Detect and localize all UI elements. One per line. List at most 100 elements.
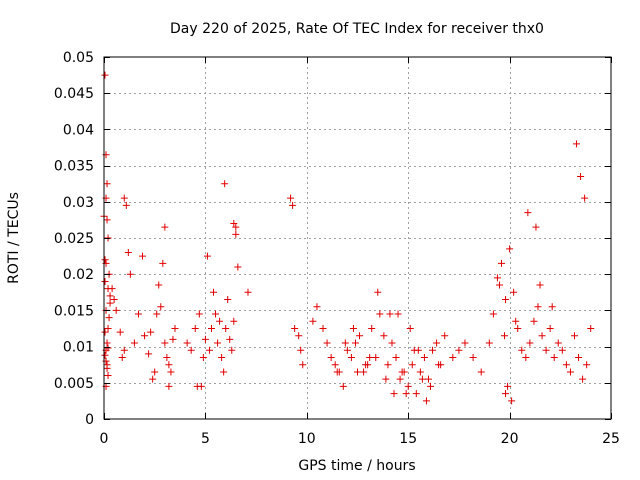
data-point xyxy=(558,346,566,354)
data-point xyxy=(210,288,218,296)
ticks xyxy=(104,57,612,420)
y-tick-label: 0.03 xyxy=(63,195,94,211)
data-point xyxy=(538,332,546,340)
data-point xyxy=(386,310,394,318)
x-axis-title: GPS time / hours xyxy=(298,458,415,474)
data-point xyxy=(502,296,510,304)
chart-title: Day 220 of 2025, Rate Of TEC Index for r… xyxy=(170,21,544,37)
data-point xyxy=(212,310,220,318)
data-point xyxy=(410,346,418,354)
data-point xyxy=(309,317,317,325)
data-point xyxy=(110,296,118,304)
data-point xyxy=(502,390,510,398)
data-point xyxy=(351,339,359,347)
data-point xyxy=(299,361,307,369)
data-point xyxy=(374,288,382,296)
data-point xyxy=(134,310,142,318)
data-point xyxy=(171,325,179,332)
y-tick-label: 0.025 xyxy=(54,231,94,247)
data-point xyxy=(124,248,132,256)
data-point xyxy=(512,317,520,325)
data-point xyxy=(222,325,230,332)
data-point xyxy=(366,353,374,361)
data-point xyxy=(493,274,501,282)
data-point xyxy=(214,339,222,347)
data-point xyxy=(106,299,114,307)
data-point xyxy=(191,325,199,332)
data-point xyxy=(420,353,428,361)
data-point xyxy=(165,361,173,369)
data-point xyxy=(418,375,426,383)
data-point xyxy=(101,256,109,264)
data-point xyxy=(546,325,554,332)
data-point xyxy=(536,281,544,289)
data-point xyxy=(526,339,534,347)
data-point xyxy=(145,350,153,358)
data-point xyxy=(530,317,538,325)
data-point xyxy=(228,346,236,354)
data-point xyxy=(163,353,171,361)
data-point xyxy=(396,375,404,383)
data-point xyxy=(323,339,331,347)
x-tick-label: 20 xyxy=(501,431,519,447)
data-point xyxy=(104,372,112,380)
data-point xyxy=(205,346,213,354)
data-point xyxy=(289,201,297,209)
data-point xyxy=(347,353,355,361)
x-tick-label: 5 xyxy=(201,431,210,447)
data-point xyxy=(331,361,339,369)
data-point xyxy=(343,346,351,354)
data-point xyxy=(108,285,116,293)
data-point xyxy=(577,172,585,180)
data-point xyxy=(153,310,161,318)
data-point xyxy=(112,306,120,314)
data-point xyxy=(449,353,457,361)
data-point xyxy=(218,353,226,361)
data-point xyxy=(566,368,574,376)
data-point xyxy=(542,346,550,354)
data-point xyxy=(424,375,432,383)
data-point xyxy=(201,335,209,343)
data-point xyxy=(404,382,412,390)
data-point xyxy=(422,397,430,405)
data-point xyxy=(116,328,124,336)
data-point xyxy=(333,368,341,376)
data-point xyxy=(429,346,437,354)
data-point xyxy=(376,310,384,318)
data-point xyxy=(504,382,512,390)
x-tick-label: 25 xyxy=(602,431,620,447)
data-point xyxy=(197,382,205,390)
data-point xyxy=(101,351,109,359)
data-point xyxy=(207,325,215,332)
y-tick-label: 0 xyxy=(85,412,94,428)
data-point xyxy=(514,325,522,332)
data-point xyxy=(534,303,542,311)
data-point xyxy=(508,397,516,405)
data-point xyxy=(232,230,240,238)
data-point xyxy=(101,277,109,285)
data-point xyxy=(433,339,441,347)
data-point xyxy=(587,325,595,332)
data-point xyxy=(244,288,252,296)
data-point xyxy=(461,339,469,347)
data-point xyxy=(151,368,159,376)
data-point xyxy=(573,140,581,148)
data-point xyxy=(319,325,327,332)
data-point xyxy=(581,194,589,202)
data-point xyxy=(141,332,149,340)
data-point xyxy=(105,314,113,322)
data-point xyxy=(234,263,242,271)
data-point xyxy=(230,220,238,228)
data-point xyxy=(392,353,400,361)
y-tick-label: 0.02 xyxy=(63,267,94,283)
data-point xyxy=(101,71,109,79)
data-point xyxy=(159,259,167,267)
data-point xyxy=(412,390,420,398)
data-point xyxy=(161,223,169,231)
data-point xyxy=(402,390,410,398)
data-point xyxy=(130,339,138,347)
data-point xyxy=(570,332,578,340)
data-point xyxy=(360,368,368,376)
data-point xyxy=(390,390,398,398)
